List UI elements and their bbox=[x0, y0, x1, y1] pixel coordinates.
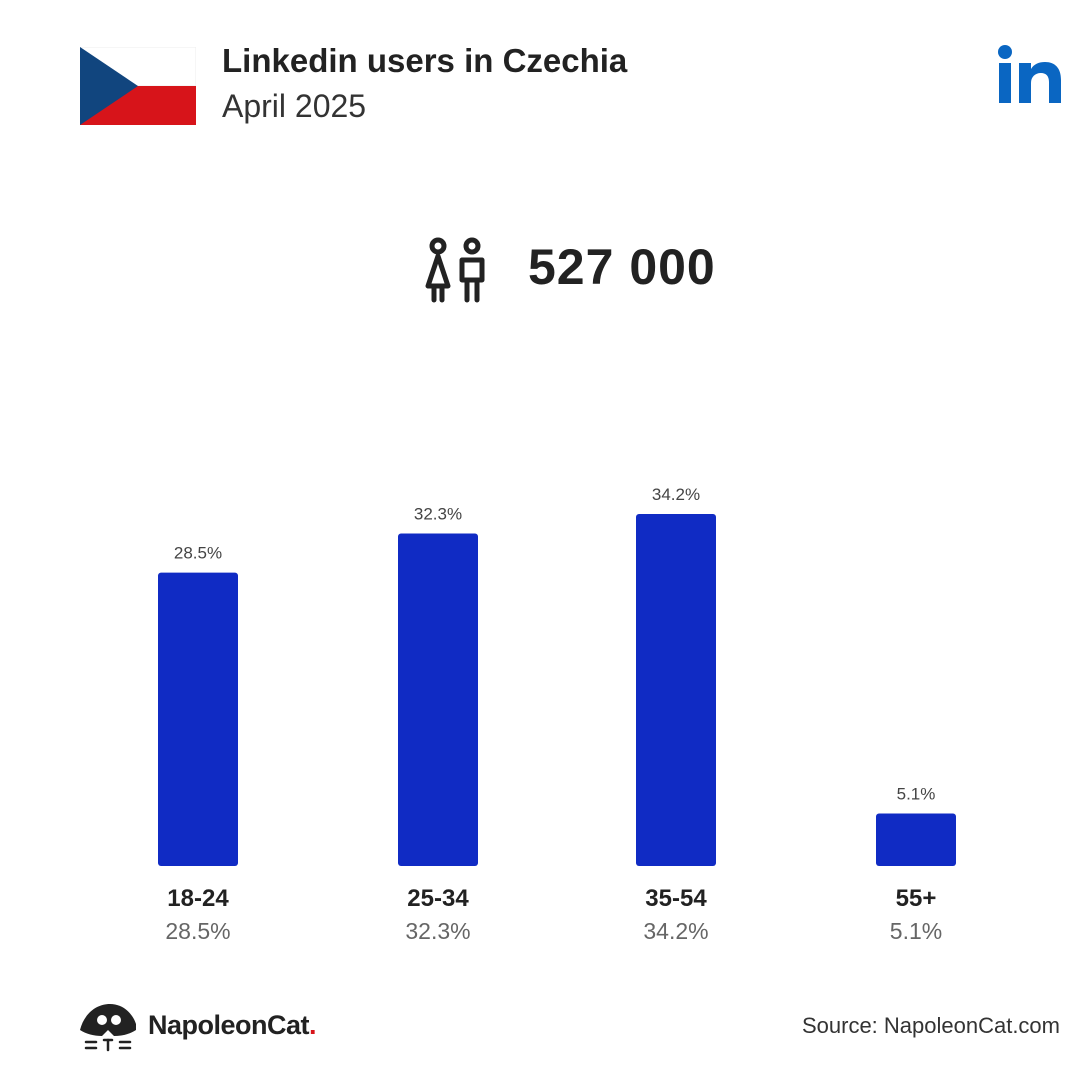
users-count: 527 000 bbox=[528, 239, 716, 295]
category-percent-label: 32.3% bbox=[405, 918, 470, 944]
bar-25-34 bbox=[398, 533, 478, 866]
napoleoncat-wordmark: NapoleonCat. bbox=[148, 1010, 317, 1040]
bar-value-label: 28.5% bbox=[174, 544, 222, 563]
category-label: 25-34 bbox=[407, 885, 469, 912]
bar-value-label: 32.3% bbox=[414, 505, 462, 524]
bar-value-label: 5.1% bbox=[897, 785, 936, 804]
users-icon bbox=[425, 237, 485, 303]
category-percent-label: 34.2% bbox=[643, 918, 708, 944]
czech-flag bbox=[80, 47, 196, 125]
category-percent-label: 28.5% bbox=[165, 918, 230, 944]
category-label: 18-24 bbox=[167, 885, 229, 912]
category-label: 35-54 bbox=[645, 885, 707, 912]
category-label: 55+ bbox=[896, 885, 937, 912]
bar-value-label: 34.2% bbox=[652, 485, 700, 504]
bar-18-24 bbox=[158, 572, 238, 866]
napoleoncat-icon bbox=[80, 1004, 136, 1052]
bar-35-54 bbox=[636, 514, 716, 866]
bar-55+ bbox=[876, 813, 956, 866]
linkedin-icon bbox=[998, 45, 1061, 103]
chart-subtitle: April 2025 bbox=[222, 88, 367, 124]
source-note: Source: NapoleonCat.com bbox=[801, 1013, 1060, 1038]
category-percent-label: 5.1% bbox=[890, 918, 942, 944]
chart-title: Linkedin users in Czechia bbox=[222, 42, 628, 79]
